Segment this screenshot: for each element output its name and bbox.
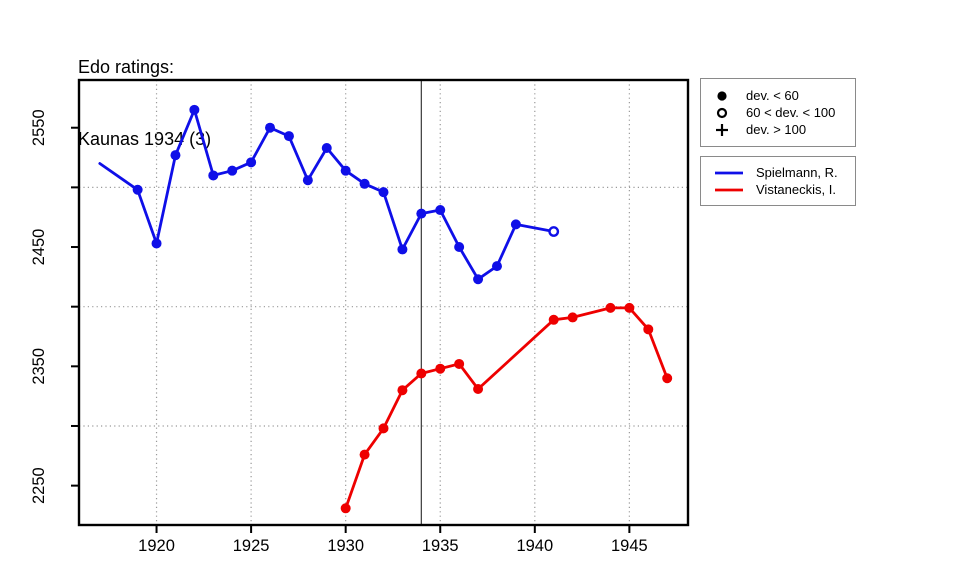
marker-legend-label: 60 < dev. < 100 bbox=[746, 105, 836, 120]
marker-legend: dev. < 60 60 < dev. < 100 dev. > 100 bbox=[700, 78, 856, 147]
data-point-filled bbox=[246, 157, 257, 168]
series-line-swatch bbox=[714, 169, 744, 177]
data-point-filled bbox=[473, 274, 484, 285]
gridlines bbox=[79, 80, 688, 525]
data-point-open bbox=[548, 226, 560, 237]
data-point-filled bbox=[662, 373, 673, 384]
x-tick-label: 1945 bbox=[611, 537, 648, 555]
line-sample-icon bbox=[715, 188, 743, 191]
data-point-filled bbox=[435, 363, 446, 374]
x-tick-label: 1940 bbox=[516, 537, 553, 555]
x-tick-label: 1935 bbox=[422, 537, 459, 555]
filled-circle-symbol bbox=[707, 88, 737, 104]
open-circle-symbol bbox=[707, 105, 737, 121]
data-point-filled bbox=[605, 302, 616, 313]
series-line-swatch bbox=[714, 186, 744, 194]
series-spielmann bbox=[98, 104, 560, 285]
data-point-filled bbox=[416, 368, 427, 379]
data-point-filled bbox=[302, 175, 313, 186]
data-point-filled bbox=[567, 312, 578, 323]
axes: 1920 1925 1930 1935 1940 1945 2250 2350 2450 2550 bbox=[30, 109, 648, 555]
data-point-filled bbox=[227, 165, 238, 176]
filled-circle-icon bbox=[717, 90, 727, 101]
data-point-filled bbox=[208, 170, 219, 181]
x-tick-label: 1920 bbox=[138, 537, 175, 555]
open-circle-icon bbox=[716, 107, 728, 118]
chart-title: Edo ratings: Kaunas 1934 (3) bbox=[78, 7, 211, 199]
data-point-filled bbox=[473, 383, 484, 394]
line-sample-icon bbox=[715, 171, 743, 174]
data-point-filled bbox=[189, 104, 200, 115]
y-tick-label: 2550 bbox=[30, 109, 48, 146]
marker-legend-label: dev. > 100 bbox=[746, 122, 807, 137]
data-point-filled bbox=[548, 314, 559, 325]
data-point-filled bbox=[151, 238, 162, 249]
marker-legend-item: dev. > 100 bbox=[701, 121, 855, 138]
series-legend-label: Vistaneckis, I. bbox=[756, 182, 836, 197]
data-point-filled bbox=[132, 184, 143, 195]
data-point-filled bbox=[397, 244, 408, 255]
marker-legend-label: dev. < 60 bbox=[746, 88, 799, 103]
data-point-filled bbox=[454, 242, 465, 253]
data-point-filled bbox=[510, 219, 521, 230]
data-point-filled bbox=[378, 187, 389, 198]
chart-title-line2: Kaunas 1934 (3) bbox=[78, 129, 212, 149]
data-point-filled bbox=[643, 324, 654, 335]
plus-symbol bbox=[707, 122, 737, 138]
series-line bbox=[98, 108, 556, 281]
data-point-filled bbox=[359, 178, 370, 189]
plot-border bbox=[77, 78, 690, 527]
plus-icon bbox=[716, 123, 728, 136]
y-tick-label: 2350 bbox=[30, 348, 48, 385]
data-point-filled bbox=[170, 150, 181, 161]
y-tick-label: 2450 bbox=[30, 229, 48, 266]
data-point-filled bbox=[491, 261, 502, 272]
data-point-filled bbox=[624, 302, 635, 313]
data-point-filled bbox=[340, 503, 351, 514]
series-legend-label: Spielmann, R. bbox=[756, 165, 838, 180]
data-point-filled bbox=[435, 205, 446, 216]
data-point-filled bbox=[378, 423, 389, 434]
x-tick-label: 1925 bbox=[233, 537, 270, 555]
series-vistaneckis bbox=[340, 302, 673, 514]
data-point-filled bbox=[397, 385, 408, 396]
series-legend: Spielmann, R. Vistaneckis, I. bbox=[700, 156, 856, 206]
series-legend-item: Vistaneckis, I. bbox=[701, 181, 855, 198]
data-point-filled bbox=[283, 131, 294, 142]
data-point-filled bbox=[359, 449, 370, 460]
x-tick-label: 1930 bbox=[327, 537, 364, 555]
chart-title-line1: Edo ratings: bbox=[78, 57, 175, 77]
marker-legend-item: dev. < 60 bbox=[701, 87, 855, 104]
series-legend-item: Spielmann, R. bbox=[701, 164, 855, 181]
data-point-filled bbox=[265, 122, 276, 133]
data-point-filled bbox=[454, 358, 465, 369]
data-point-filled bbox=[340, 165, 351, 176]
series-line bbox=[344, 306, 669, 510]
data-point-filled bbox=[416, 208, 427, 219]
y-tick-label: 2250 bbox=[30, 467, 48, 504]
marker-legend-item: 60 < dev. < 100 bbox=[701, 104, 855, 121]
data-point-filled bbox=[321, 143, 332, 154]
